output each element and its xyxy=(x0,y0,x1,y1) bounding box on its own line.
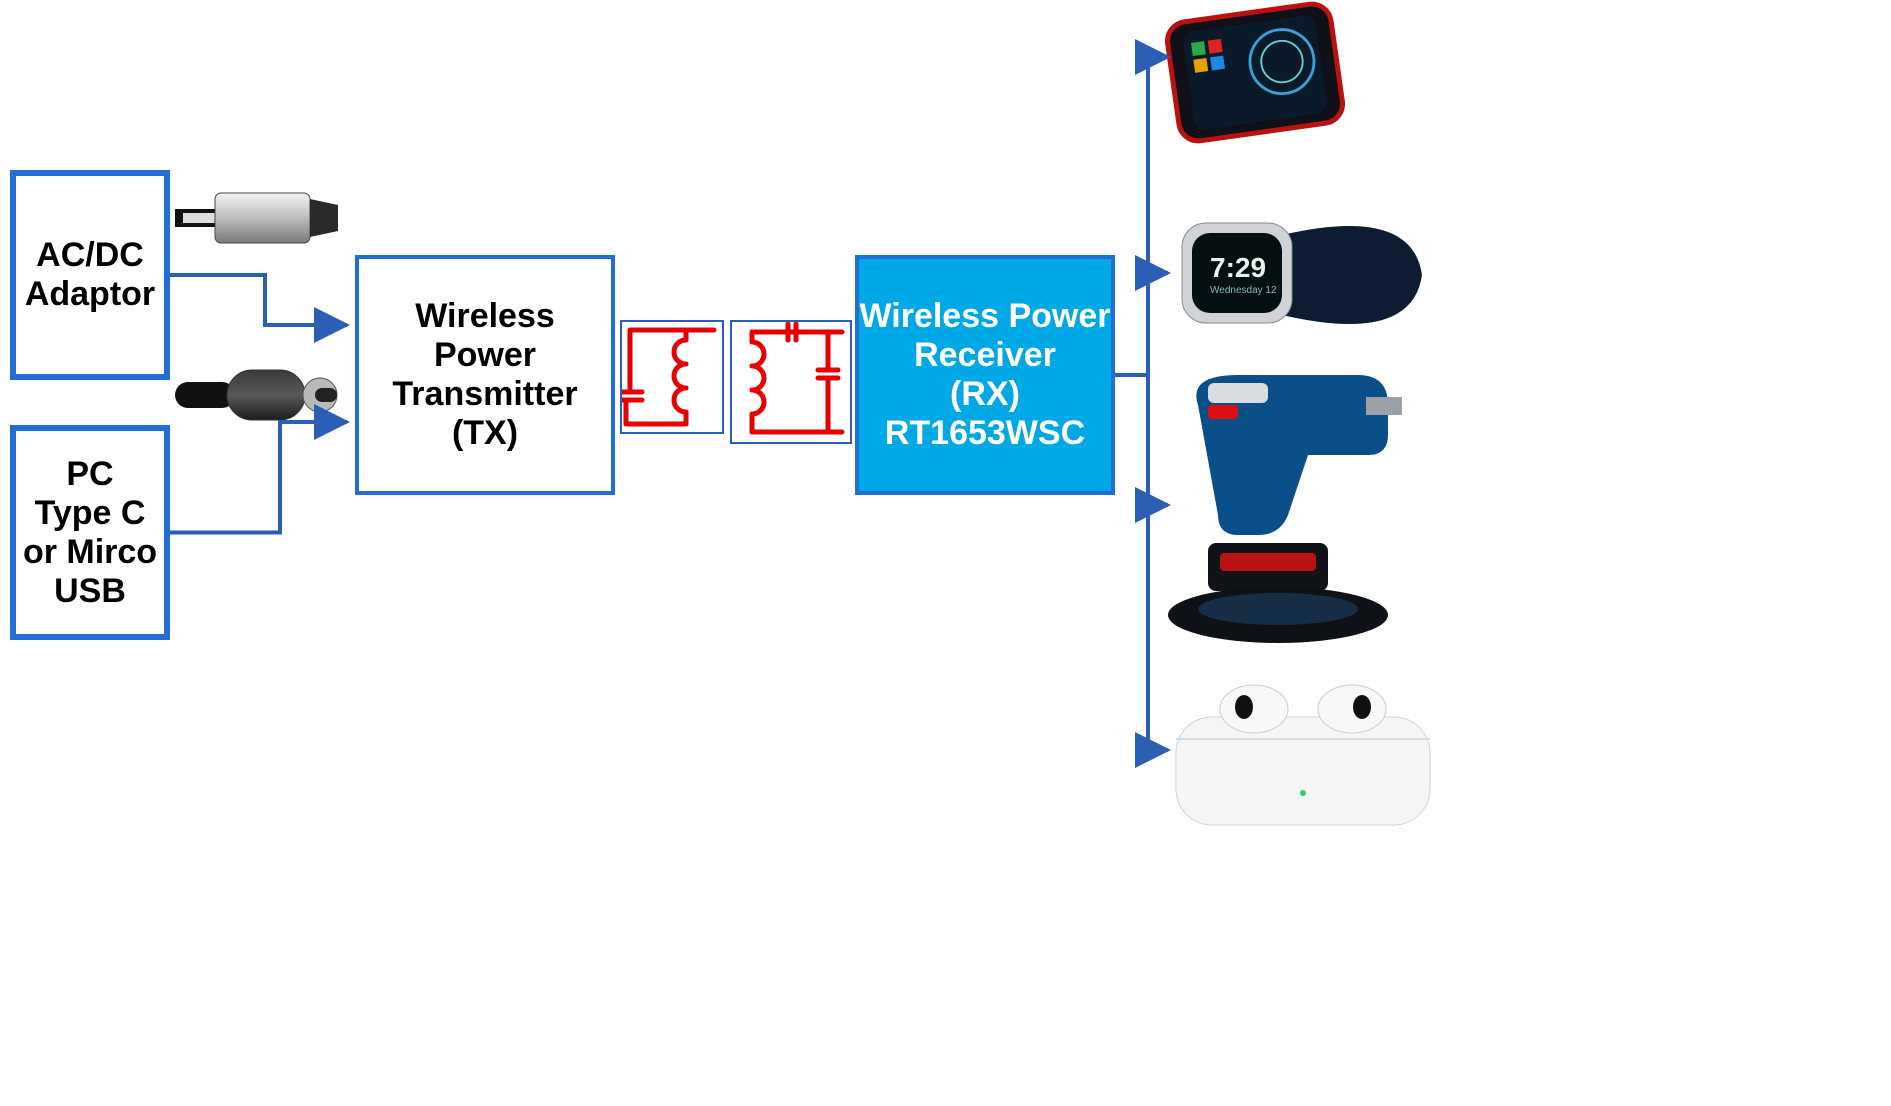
box-adaptor: AC/DC Adaptor xyxy=(10,170,170,380)
device-smartphone xyxy=(1162,0,1348,146)
box-rx: Wireless Power Receiver (RX) RT1653WSC xyxy=(855,255,1115,495)
svg-text:7:29: 7:29 xyxy=(1210,252,1266,283)
rx-coil-icon xyxy=(730,320,852,444)
svg-text:Wednesday 12: Wednesday 12 xyxy=(1210,285,1277,296)
usb-typec-icon xyxy=(175,360,340,430)
box-tx-label: Wireless Power Transmitter (TX) xyxy=(392,297,577,453)
device-power-drill xyxy=(1168,365,1408,650)
box-adaptor-label: AC/DC Adaptor xyxy=(25,236,155,314)
device-earbuds xyxy=(1168,675,1438,830)
box-pc-usb: PC Type C or Mirco USB xyxy=(10,425,170,640)
tx-coil-icon xyxy=(620,320,724,434)
device-smartwatch: 7:29 Wednesday 12 xyxy=(1162,215,1432,330)
usb-micro-icon xyxy=(175,185,340,250)
box-rx-label: Wireless Power Receiver (RX) RT1653WSC xyxy=(859,297,1110,453)
box-pc-usb-label: PC Type C or Mirco USB xyxy=(23,455,157,611)
arrows-overlay xyxy=(0,0,1891,1106)
box-tx: Wireless Power Transmitter (TX) xyxy=(355,255,615,495)
